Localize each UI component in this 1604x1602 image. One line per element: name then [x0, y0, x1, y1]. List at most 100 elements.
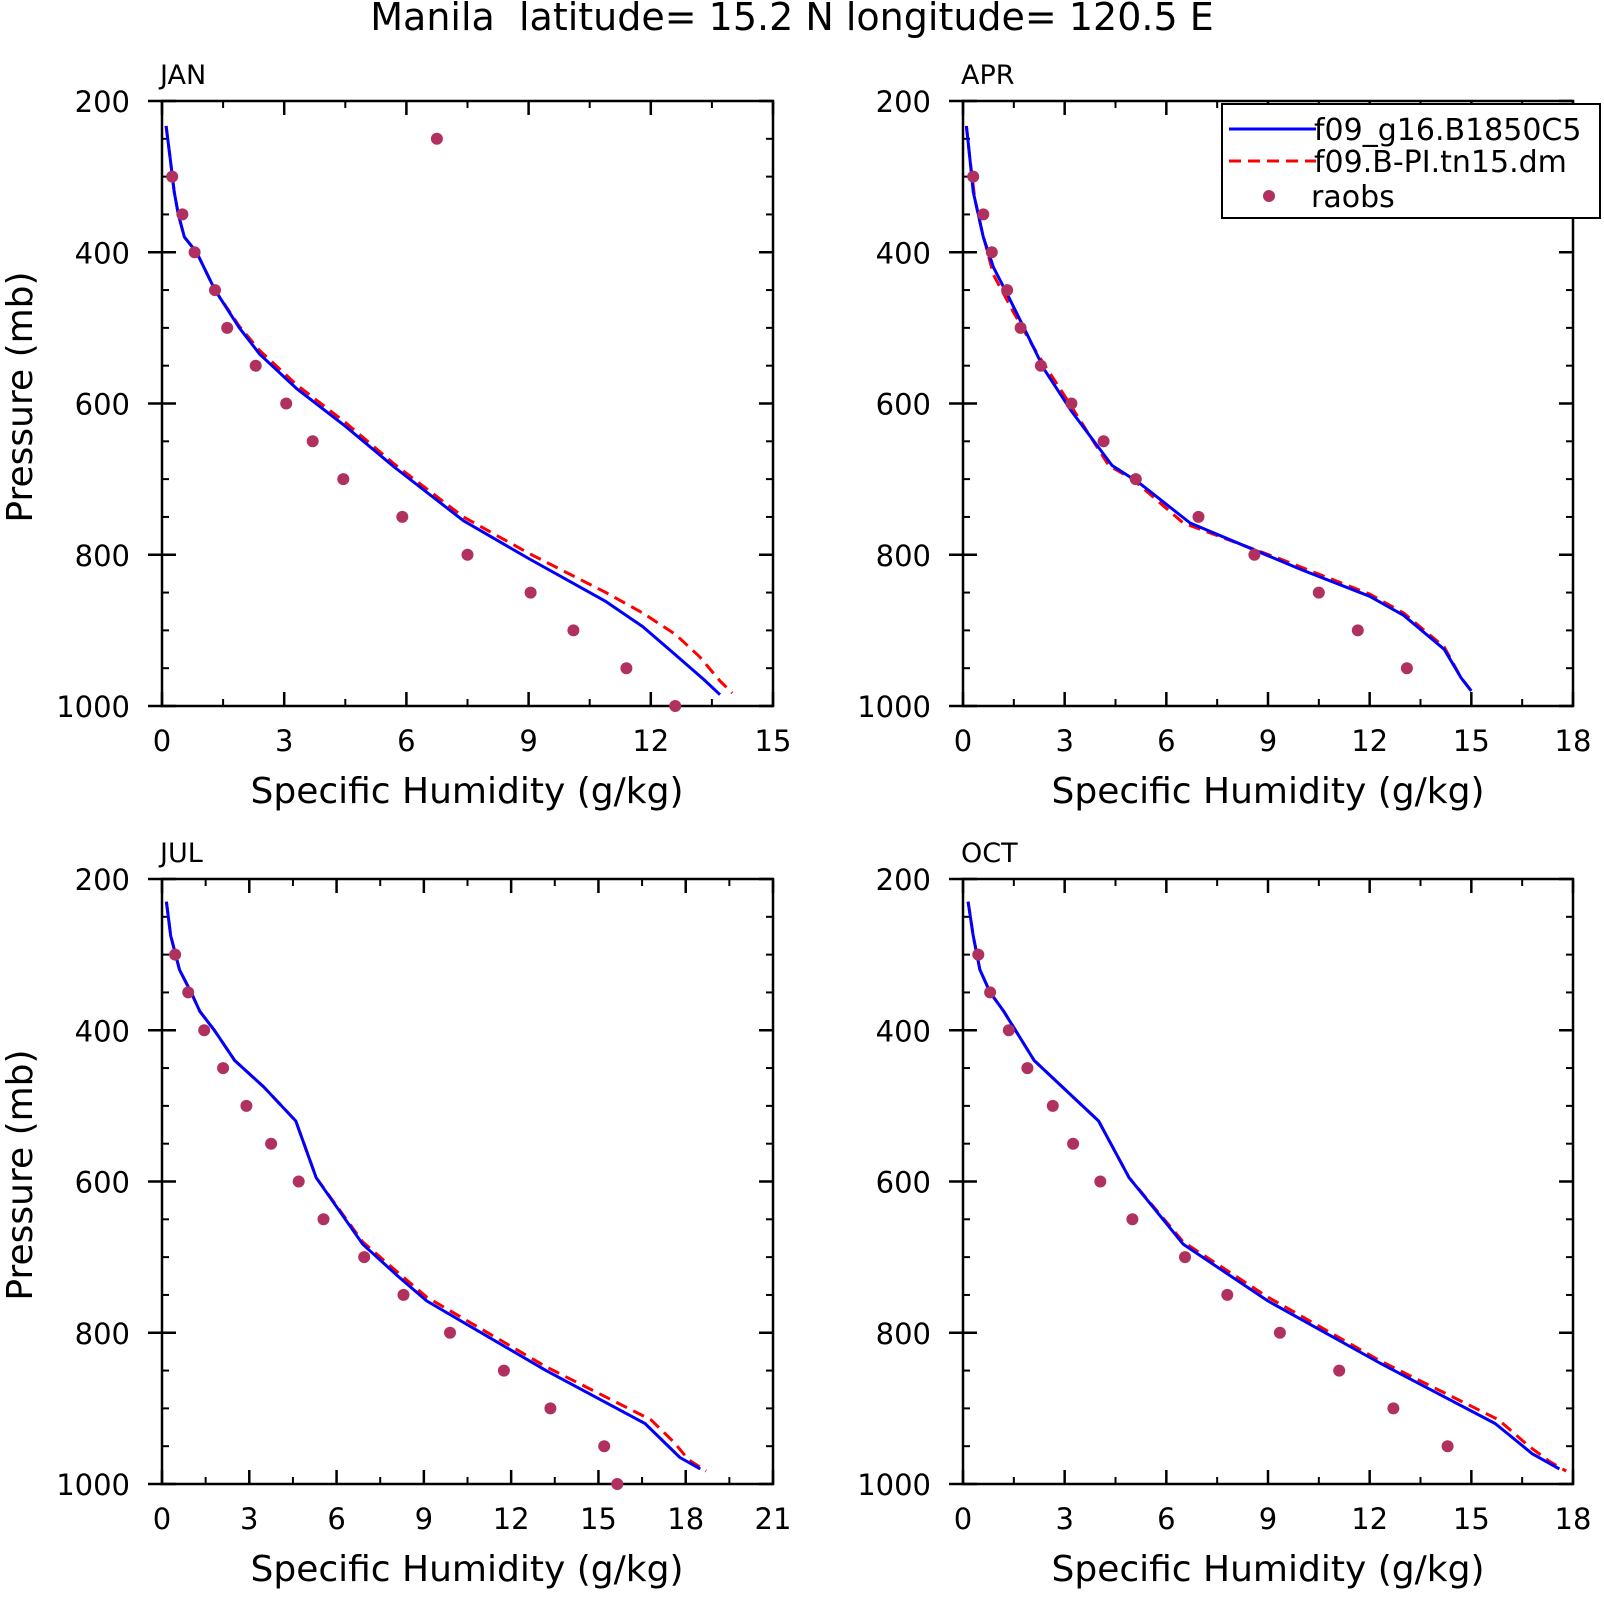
obs-point	[598, 1440, 611, 1453]
obs-point	[1021, 1062, 1034, 1075]
y-tick-label: 1000	[857, 1468, 931, 1502]
obs-point	[1046, 1099, 1059, 1112]
y-tick-label: 600	[876, 388, 931, 422]
plot-area: 0 3 6 9 12 15 200 400 600 800 1000	[56, 85, 791, 758]
y-tick-label: 600	[75, 1166, 130, 1200]
panel-label: OCT	[961, 838, 1018, 869]
obs-point	[1129, 473, 1142, 486]
obs-point	[967, 170, 980, 183]
legend-label-obs: raobs	[1311, 180, 1395, 215]
x-tick-label: 9	[1259, 724, 1277, 758]
y-tick-label: 1000	[857, 690, 931, 724]
y-axis-title: Pressure (mb)	[0, 271, 41, 522]
y-tick-label: 200	[75, 863, 130, 897]
obs-point	[1248, 548, 1261, 561]
y-tick-label: 400	[75, 1014, 130, 1048]
panel-label: APR	[961, 60, 1015, 91]
obs-point	[1094, 1175, 1107, 1188]
y-tick-label: 400	[876, 236, 931, 270]
y-tick-label: 800	[876, 1317, 931, 1351]
obs-point	[317, 1213, 330, 1226]
x-tick-label: 6	[397, 724, 415, 758]
x-tick-label: 0	[954, 1502, 972, 1536]
obs-point	[306, 435, 319, 448]
obs-point	[221, 321, 234, 334]
y-tick-label: 1000	[56, 690, 130, 724]
x-axis-title: Specific Humidity (g/kg)	[1051, 771, 1484, 812]
figure-title: Manila latitude= 15.2 N longitude= 120.5…	[370, 0, 1213, 39]
obs-point	[1002, 1024, 1015, 1037]
obs-point	[620, 662, 633, 675]
legend-box	[1221, 103, 1601, 219]
legend-marker-obs	[1263, 190, 1275, 202]
obs-point	[1065, 397, 1078, 410]
obs-point	[198, 1024, 211, 1037]
x-tick-label: 18	[667, 1502, 704, 1536]
obs-point	[280, 397, 293, 410]
x-tick-label: 18	[1555, 724, 1592, 758]
y-tick-label: 800	[876, 539, 931, 573]
obs-point	[249, 359, 262, 372]
obs-point	[977, 208, 990, 221]
y-tick-label: 200	[75, 85, 130, 119]
obs-point	[461, 548, 474, 561]
y-tick-label: 800	[75, 539, 130, 573]
y-tick-label: 1000	[56, 1468, 130, 1502]
obs-point	[166, 170, 179, 183]
obs-point	[444, 1326, 456, 1339]
x-tick-label: 12	[1351, 1502, 1388, 1536]
y-tick-label: 600	[876, 1166, 931, 1200]
legend-label-model1: f09_g16.B1850C5	[1314, 113, 1581, 148]
obs-point	[209, 284, 221, 297]
obs-point	[1312, 586, 1325, 599]
plot-frame	[961, 877, 1575, 1486]
y-axis-title: Pressure (mb)	[0, 1049, 41, 1300]
x-tick-label: 21	[755, 1502, 792, 1536]
x-tick-label: 0	[153, 1502, 171, 1536]
obs-point	[1441, 1440, 1454, 1453]
obs-point	[1273, 1326, 1286, 1339]
x-tick-label: 12	[1351, 724, 1388, 758]
legend: f09_g16.B1850C5 f09.B-PI.tn15.dm raobs	[1221, 103, 1601, 219]
obs-point	[1034, 359, 1047, 372]
plot-area: 0 3 6 9 12 15 18 21 200 400 600 800 1000	[56, 863, 791, 1536]
obs-point	[1001, 284, 1014, 297]
series-line-solid	[966, 901, 1561, 1471]
obs-point	[182, 986, 195, 999]
x-tick-label: 0	[153, 724, 171, 758]
obs-point	[985, 246, 998, 259]
x-tick-label: 12	[493, 1502, 530, 1536]
obs-point	[358, 1251, 371, 1264]
panel-oct: OCT Specific Humidity (g/kg) 0 3 6 9 12 15 18 2…	[857, 838, 1591, 1590]
series-line-dashed	[966, 901, 1567, 1473]
obs-point	[188, 246, 201, 259]
obs-point	[984, 986, 997, 999]
series-line-dashed	[164, 901, 707, 1473]
obs-point	[1126, 1213, 1139, 1226]
obs-point	[1192, 510, 1205, 523]
obs-point	[169, 948, 182, 961]
obs-point	[1179, 1251, 1191, 1264]
obs-point	[265, 1137, 278, 1150]
obs-point	[1097, 435, 1110, 448]
obs-point	[611, 1478, 624, 1490]
x-axis-title: Specific Humidity (g/kg)	[1051, 1549, 1484, 1590]
obs-point	[397, 1288, 410, 1301]
panel-label: JUL	[158, 838, 203, 869]
plot-area: 0 3 6 9 12 15 18 200 400 600 800 1000	[857, 85, 1591, 758]
obs-point	[497, 1364, 510, 1377]
legend-label-model2: f09.B-PI.tn15.dm	[1314, 145, 1567, 180]
obs-point	[176, 208, 189, 221]
series-line-dashed	[964, 125, 1473, 692]
obs-point	[1333, 1364, 1346, 1377]
obs-point	[1067, 1137, 1080, 1150]
x-tick-label: 9	[519, 724, 537, 758]
obs-point	[396, 510, 409, 523]
plot-frame	[160, 99, 775, 708]
obs-point	[430, 132, 443, 145]
obs-point	[544, 1402, 557, 1415]
x-tick-label: 6	[1157, 724, 1175, 758]
x-tick-label: 9	[415, 1502, 433, 1536]
x-axis-title: Specific Humidity (g/kg)	[250, 771, 683, 812]
